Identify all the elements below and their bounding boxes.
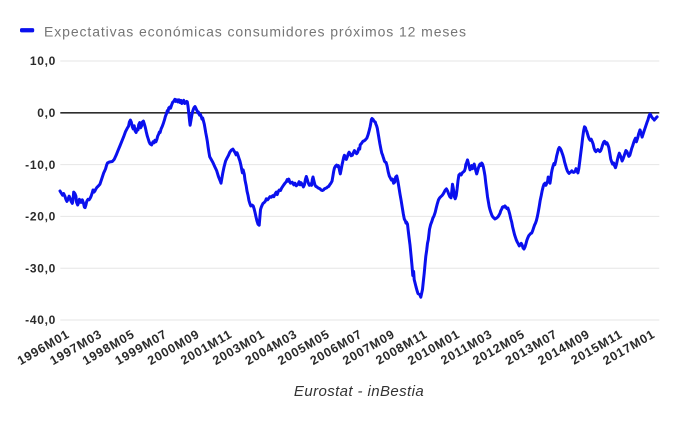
svg-text:Expectativas económicas consum: Expectativas económicas consumidores pró…	[44, 23, 467, 39]
svg-text:-40,0: -40,0	[25, 313, 56, 327]
svg-text:Eurostat - inBestia: Eurostat - inBestia	[294, 383, 424, 400]
svg-text:10,0: 10,0	[30, 54, 56, 68]
svg-text:0,0: 0,0	[37, 106, 56, 120]
svg-text:-30,0: -30,0	[25, 261, 56, 275]
svg-text:-20,0: -20,0	[25, 210, 56, 224]
svg-text:-10,0: -10,0	[25, 158, 56, 172]
